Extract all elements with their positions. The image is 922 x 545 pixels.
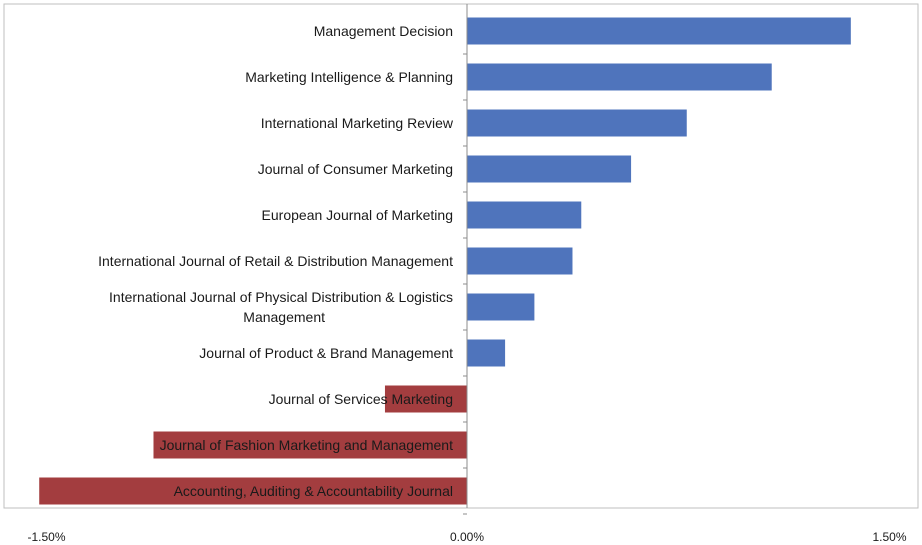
category-label-2: International Marketing Review bbox=[261, 115, 454, 131]
bar-1 bbox=[467, 63, 772, 91]
bar-9 bbox=[153, 431, 468, 459]
category-label-6-line-0: International Journal of Physical Distri… bbox=[109, 289, 453, 305]
category-label-8: Journal of Services Marketing bbox=[269, 391, 453, 407]
category-label-7: Journal of Product & Brand Management bbox=[199, 345, 453, 361]
bar-3 bbox=[467, 155, 632, 183]
category-label-3: Journal of Consumer Marketing bbox=[258, 161, 453, 177]
bar-4 bbox=[467, 201, 582, 229]
category-label-9: Journal of Fashion Marketing and Managem… bbox=[160, 437, 454, 453]
category-label-4: European Journal of Marketing bbox=[262, 207, 453, 223]
axis-layer bbox=[463, 4, 468, 515]
plot-area-frame bbox=[3, 3, 919, 509]
category-label-1: Marketing Intelligence & Planning bbox=[245, 69, 453, 85]
bar-7 bbox=[467, 339, 506, 367]
category-label-0: Management Decision bbox=[314, 23, 453, 39]
category-label-6: International Journal of Physical Distri… bbox=[109, 289, 453, 325]
category-label-6-line-1: Management bbox=[243, 309, 325, 325]
bar-0 bbox=[467, 17, 851, 45]
x-tick-label-0: -1.50% bbox=[28, 530, 66, 544]
category-label-10: Accounting, Auditing & Accountability Jo… bbox=[174, 483, 453, 499]
bar-10 bbox=[39, 477, 467, 505]
x-tick-labels-layer: -1.50% 0.00% 1.50% bbox=[28, 530, 907, 544]
bar-5 bbox=[467, 247, 573, 275]
category-labels-layer: Management Decision Marketing Intelligenc… bbox=[98, 23, 454, 499]
bar-2 bbox=[467, 109, 687, 137]
category-label-5: International Journal of Retail & Distri… bbox=[98, 253, 453, 269]
x-tick-label-2: 1.50% bbox=[872, 530, 906, 544]
bar-6 bbox=[467, 293, 535, 321]
x-tick-label-1: 0.00% bbox=[450, 530, 484, 544]
bar-8 bbox=[384, 385, 467, 413]
bars-layer bbox=[39, 17, 851, 505]
